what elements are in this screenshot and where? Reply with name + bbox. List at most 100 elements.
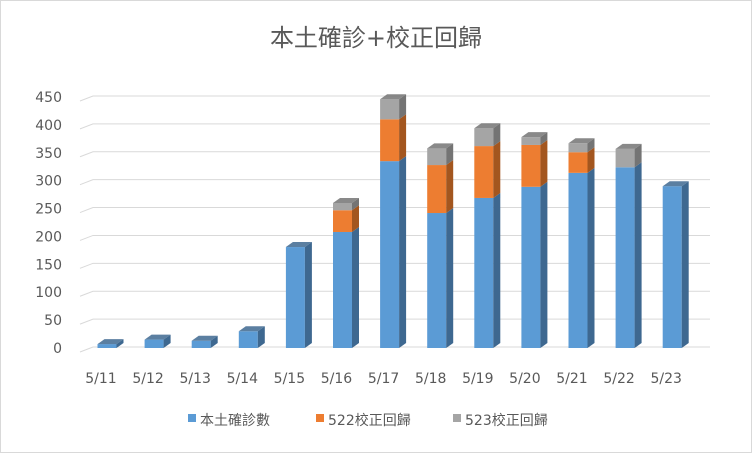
bar-segment (521, 137, 541, 145)
bar-segment (427, 213, 447, 348)
gridline (79, 234, 710, 241)
bar-stack (285, 242, 312, 348)
x-tick-label: 5/17 (368, 371, 399, 387)
bar-segment-side (587, 147, 595, 173)
bar-top-face (97, 339, 124, 345)
bar-segment (333, 231, 352, 348)
bar-top-face (380, 94, 407, 100)
legend-swatch (316, 414, 324, 422)
bar-segment (662, 186, 682, 348)
bar-segment-side (116, 339, 124, 348)
y-tick-label: 0 (53, 341, 62, 357)
gridline (79, 179, 710, 186)
bar-segment (615, 148, 635, 168)
x-tick-label: 5/16 (321, 371, 353, 387)
bar-stack (474, 123, 501, 348)
y-tick-label: 50 (44, 313, 62, 329)
bar-stack (380, 94, 407, 348)
bar-segment-side (540, 132, 548, 145)
bar-segment (191, 340, 211, 348)
x-tick-label: 5/23 (650, 371, 681, 387)
bar-segment-side (257, 326, 265, 348)
legend-label: 522校正回歸 (328, 412, 411, 429)
legend-swatch (453, 414, 461, 422)
bar-stack (662, 181, 689, 348)
bar-segment-side (587, 167, 595, 348)
bar-segment (521, 144, 541, 187)
bar-segment (474, 197, 494, 348)
bar-segment (333, 210, 352, 232)
bar-segment (144, 339, 164, 348)
bar-stack (238, 326, 265, 348)
bar-segment (238, 331, 258, 348)
bar-top-face (285, 242, 312, 248)
bar-segment (615, 167, 635, 348)
gridline (79, 123, 710, 130)
bar-segment (97, 344, 117, 348)
bar-top-face (521, 132, 548, 138)
bar-stack (568, 138, 595, 348)
bar-segment-side (493, 141, 501, 198)
bar-segment-side (446, 160, 454, 214)
legend-label: 本土確診數 (200, 413, 270, 429)
legend-swatch (188, 414, 196, 422)
x-tick-label: 5/22 (603, 371, 634, 387)
bar-segment-side (446, 143, 454, 166)
bar-segment-side (540, 139, 548, 187)
bar-top-face (238, 326, 265, 332)
bar-top-face (333, 197, 359, 203)
bar-segment-side (304, 242, 312, 348)
x-tick-label: 5/18 (415, 371, 446, 387)
bar-segment (521, 186, 541, 348)
bar-segment-side (540, 181, 548, 348)
bar-segment (380, 119, 400, 162)
bar-segment (568, 172, 588, 348)
bar-top-face (474, 123, 501, 129)
y-tick-label: 250 (35, 202, 62, 218)
bar-segment-side (681, 181, 689, 348)
y-tick-label: 300 (35, 174, 62, 190)
bar-segment (568, 152, 588, 173)
bar-top-face (427, 143, 454, 149)
bar-segment-side (634, 162, 642, 348)
bar-stack (615, 143, 642, 348)
bar-segment-side (446, 208, 454, 348)
gridline (79, 207, 710, 214)
gridline (79, 290, 710, 297)
bar-stack (521, 132, 548, 348)
bar-segment-side (352, 197, 359, 211)
legend-label: 523校正回歸 (465, 412, 548, 429)
bar-segment-side (399, 114, 407, 162)
bar-segment (380, 161, 400, 348)
bar-segment-side (493, 192, 501, 348)
bar-segment (427, 165, 447, 214)
x-tick-label: 5/11 (85, 371, 116, 387)
bar-segment (474, 146, 494, 198)
bar-top-face (662, 181, 689, 187)
bar-segment-side (210, 335, 218, 348)
x-tick-label: 5/12 (132, 371, 163, 387)
bar-segment (285, 247, 305, 348)
bar-segment-side (587, 138, 595, 153)
bar-stack (427, 143, 454, 348)
x-tick-label: 5/21 (556, 371, 587, 387)
y-tick-label: 100 (35, 285, 62, 301)
gridline (79, 318, 710, 325)
bar-top-face (568, 138, 595, 144)
y-tick-label: 400 (35, 118, 62, 134)
bar-segment (380, 99, 400, 120)
x-tick-label: 5/15 (274, 371, 305, 387)
bar-stack (191, 335, 218, 348)
x-tick-label: 5/20 (509, 371, 540, 387)
bar-segment-side (352, 205, 359, 232)
chart-title: 本土確診+校正回歸 (270, 24, 482, 52)
gridline (79, 95, 710, 102)
gridline (79, 346, 710, 353)
bar-segment (568, 143, 588, 153)
bar-segment-side (493, 123, 501, 147)
x-tick-label: 5/14 (227, 371, 259, 387)
bar-segment (427, 148, 447, 166)
y-tick-label: 350 (35, 146, 62, 162)
y-tick-label: 450 (35, 90, 62, 106)
bar-segment-side (352, 226, 359, 348)
